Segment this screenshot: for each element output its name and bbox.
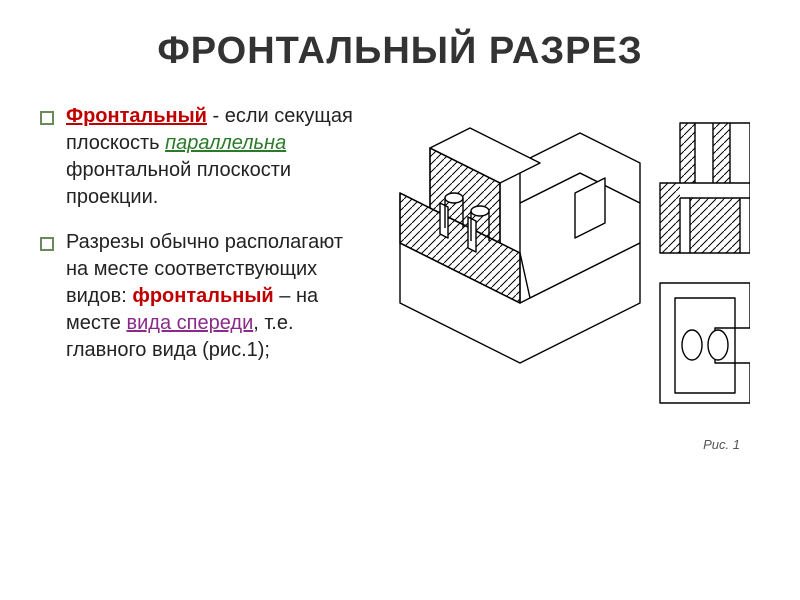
bullet-text-part: фронтальный: [132, 285, 273, 307]
figure-column: Рис. 1: [380, 103, 760, 452]
bullet-text-part: параллельна: [165, 132, 286, 154]
bullet-1: Фронтальный - если секущая плоскость пар…: [40, 103, 370, 211]
bullet-text-part: Фронтальный: [66, 105, 207, 127]
bullet-text-part: вида спереди: [127, 312, 254, 334]
content-row: Фронтальный - если секущая плоскость пар…: [40, 103, 760, 452]
bullet-2-text: Разрезы обычно располагают на месте соот…: [66, 229, 370, 364]
bullet-marker-icon: [40, 111, 54, 125]
bullet-2: Разрезы обычно располагают на месте соот…: [40, 229, 370, 364]
bullet-marker-icon: [40, 237, 54, 251]
page-title: ФРОНТАЛЬНЫЙ РАЗРЕЗ: [40, 30, 760, 73]
technical-drawing: [380, 103, 750, 433]
bullet-text-part: фронтальной плоскости проекции.: [66, 159, 291, 208]
text-column: Фронтальный - если секущая плоскость пар…: [40, 103, 370, 382]
figure-caption: Рис. 1: [380, 437, 760, 452]
bullet-1-text: Фронтальный - если секущая плоскость пар…: [66, 103, 370, 211]
